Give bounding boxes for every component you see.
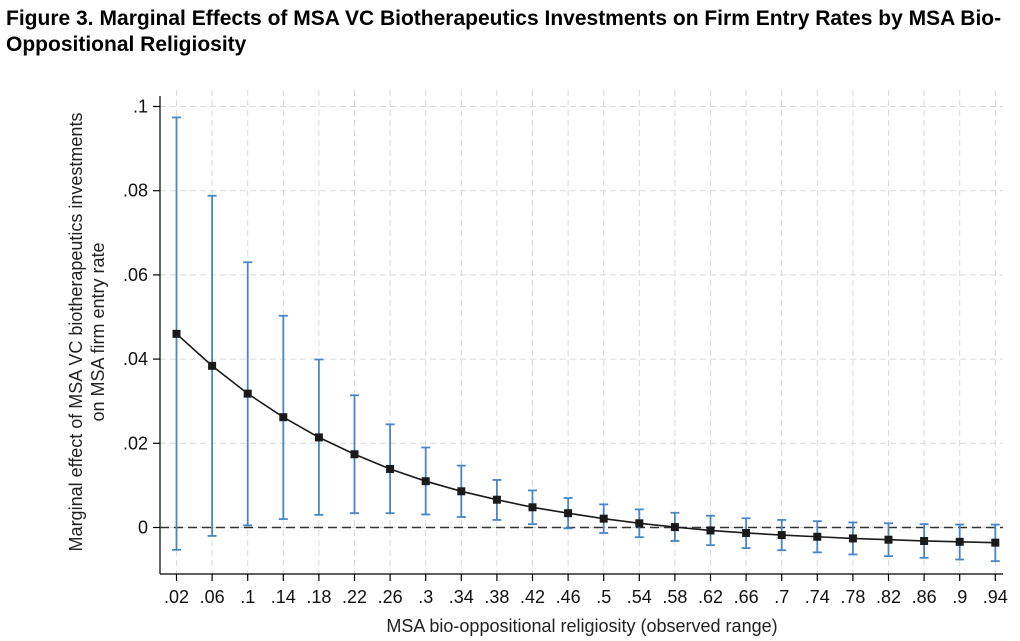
data-point	[813, 532, 822, 541]
marker-layer	[172, 329, 1000, 547]
x-tick-label: .18	[306, 587, 331, 607]
x-tick-label: .94	[983, 587, 1008, 607]
x-tick-label: .78	[840, 587, 865, 607]
data-point	[172, 329, 181, 338]
x-tick-label: .86	[912, 587, 937, 607]
series-line-layer	[175, 333, 996, 544]
data-point	[742, 528, 751, 537]
data-point	[955, 537, 964, 546]
x-tick-label: .74	[805, 587, 830, 607]
y-tick-label: .08	[123, 181, 148, 201]
x-tick-label: .7	[774, 587, 789, 607]
data-point	[635, 519, 644, 528]
confidence-interval-layer	[172, 116, 1000, 563]
figure-number: Figure 3.	[6, 7, 94, 30]
x-tick-label: .22	[342, 587, 367, 607]
x-tick-label: .1	[240, 587, 255, 607]
x-tick-label: .26	[378, 587, 403, 607]
figure-caption: Marginal Effects of MSA VC Biotherapeuti…	[6, 7, 1002, 56]
data-point	[884, 535, 893, 544]
data-point	[279, 413, 288, 422]
data-point	[564, 509, 573, 518]
data-point	[920, 536, 929, 545]
data-point	[528, 503, 537, 512]
data-point	[706, 526, 715, 535]
y-axis-title-line-1: Marginal effect of MSA VC biotherapeutic…	[66, 113, 86, 552]
y-tick-label: .06	[123, 265, 148, 285]
label-layer: 0 .02 .04 .06 .08 .1 .02 .06 .1 .14 .18 .22 .26 .3 .34…	[66, 97, 1008, 637]
data-point	[314, 433, 323, 442]
y-axis-title-line-2: on MSA firm entry rate	[88, 242, 108, 421]
data-point	[777, 531, 786, 540]
x-tick-label: .06	[200, 587, 225, 607]
x-tick-label: .9	[952, 587, 967, 607]
axes-layer	[153, 96, 1003, 581]
data-point	[386, 464, 395, 473]
data-point	[599, 514, 608, 523]
x-tick-label: .66	[734, 587, 759, 607]
y-tick-label: .1	[133, 97, 148, 117]
x-tick-label: .58	[662, 587, 687, 607]
x-tick-label: .3	[418, 587, 433, 607]
data-point	[670, 523, 679, 532]
data-point	[848, 534, 857, 543]
x-tick-label: .14	[271, 587, 296, 607]
y-tick-label: .02	[123, 433, 148, 453]
y-tick-label: 0	[138, 518, 148, 538]
x-tick-label: .82	[876, 587, 901, 607]
x-tick-label: .46	[556, 587, 581, 607]
grid-layer	[160, 90, 1003, 574]
data-point	[492, 495, 501, 504]
x-tick-label: .38	[484, 587, 509, 607]
x-tick-label: .5	[596, 587, 611, 607]
figure-title: Figure 3. Marginal Effects of MSA VC Biot…	[6, 6, 1016, 58]
y-tick-label: .04	[123, 349, 148, 369]
data-point	[457, 487, 466, 496]
x-tick-label: .34	[449, 587, 474, 607]
x-tick-label: .54	[627, 587, 652, 607]
x-axis-title: MSA bio-oppositional religiosity (observ…	[386, 616, 777, 636]
x-tick-label: .02	[164, 587, 189, 607]
x-tick-label: .62	[698, 587, 723, 607]
data-point	[243, 389, 252, 398]
data-point	[208, 361, 217, 370]
series-line	[175, 333, 996, 544]
data-point	[350, 450, 359, 459]
data-point	[421, 477, 430, 486]
x-tick-label: .42	[520, 587, 545, 607]
data-point	[991, 538, 1000, 547]
